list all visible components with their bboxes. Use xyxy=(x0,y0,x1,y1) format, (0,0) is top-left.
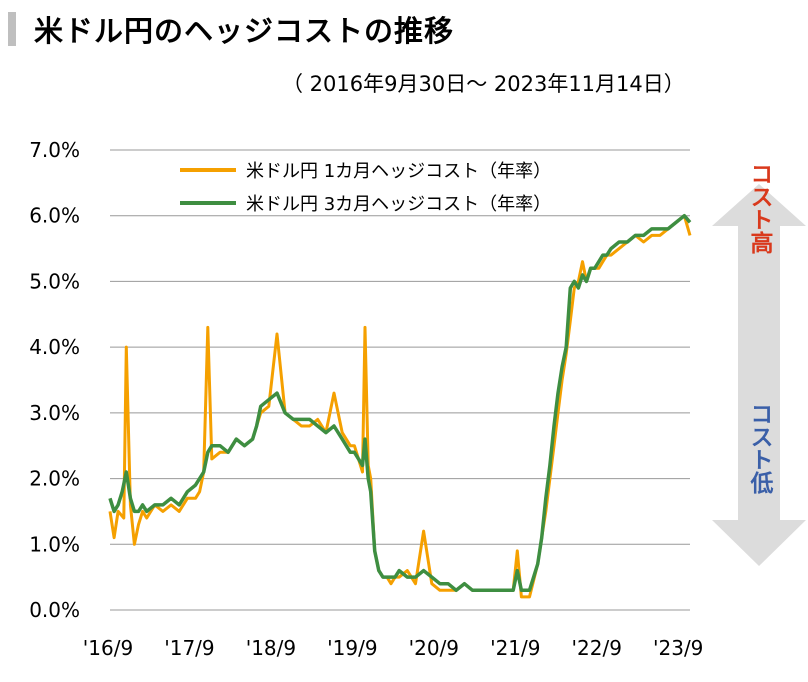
x-tick-label: '16/9 xyxy=(83,636,133,660)
double-arrow-icon xyxy=(712,184,806,566)
x-tick-label: '20/9 xyxy=(409,636,459,660)
x-tick-label: '19/9 xyxy=(327,636,377,660)
x-tick-label: '22/9 xyxy=(572,636,622,660)
grid-lines xyxy=(110,149,690,611)
y-tick-label: 1.0% xyxy=(29,532,80,556)
title-accent-bar xyxy=(8,12,16,46)
series-lines xyxy=(108,213,692,599)
x-tick-label: '23/9 xyxy=(653,636,703,660)
legend: 米ドル円 1カ月ヘッジコスト（年率） 米ドル円 3カ月ヘッジコスト（年率） xyxy=(180,161,551,215)
x-tick-label: '21/9 xyxy=(490,636,540,660)
cost-high-label: コスト高 xyxy=(746,162,774,254)
x-tick-label: '17/9 xyxy=(164,636,214,660)
cost-low-label: コスト低 xyxy=(746,402,775,495)
date-range-subtitle: （ 2016年9月30日～ 2023年11月14日） xyxy=(282,72,685,96)
legend-label-1m: 米ドル円 1カ月ヘッジコスト（年率） xyxy=(246,161,551,182)
y-tick-label: 7.0% xyxy=(29,138,80,162)
y-tick-label: 5.0% xyxy=(29,269,80,293)
y-axis-ticks: 0.0% 1.0% 2.0% 3.0% 4.0% 5.0% 6.0% 7.0% xyxy=(29,138,80,622)
y-tick-label: 6.0% xyxy=(29,204,80,228)
y-tick-label: 0.0% xyxy=(29,598,80,622)
page-title: 米ドル円のヘッジコストの推移 xyxy=(34,14,455,48)
y-tick-label: 3.0% xyxy=(29,401,80,425)
y-tick-label: 4.0% xyxy=(29,335,80,359)
series-line-1m xyxy=(108,214,692,599)
x-tick-label: '18/9 xyxy=(246,636,296,660)
series-line-3m xyxy=(108,213,692,593)
x-axis-ticks: '16/9 '17/9 '18/9 '19/9 '20/9 '21/9 '22/9 '23/9 xyxy=(83,636,704,660)
cost-direction-arrow: コスト高 コスト低 xyxy=(712,162,806,566)
y-tick-label: 2.0% xyxy=(29,467,80,491)
legend-label-3m: 米ドル円 3カ月ヘッジコスト（年率） xyxy=(246,194,551,215)
